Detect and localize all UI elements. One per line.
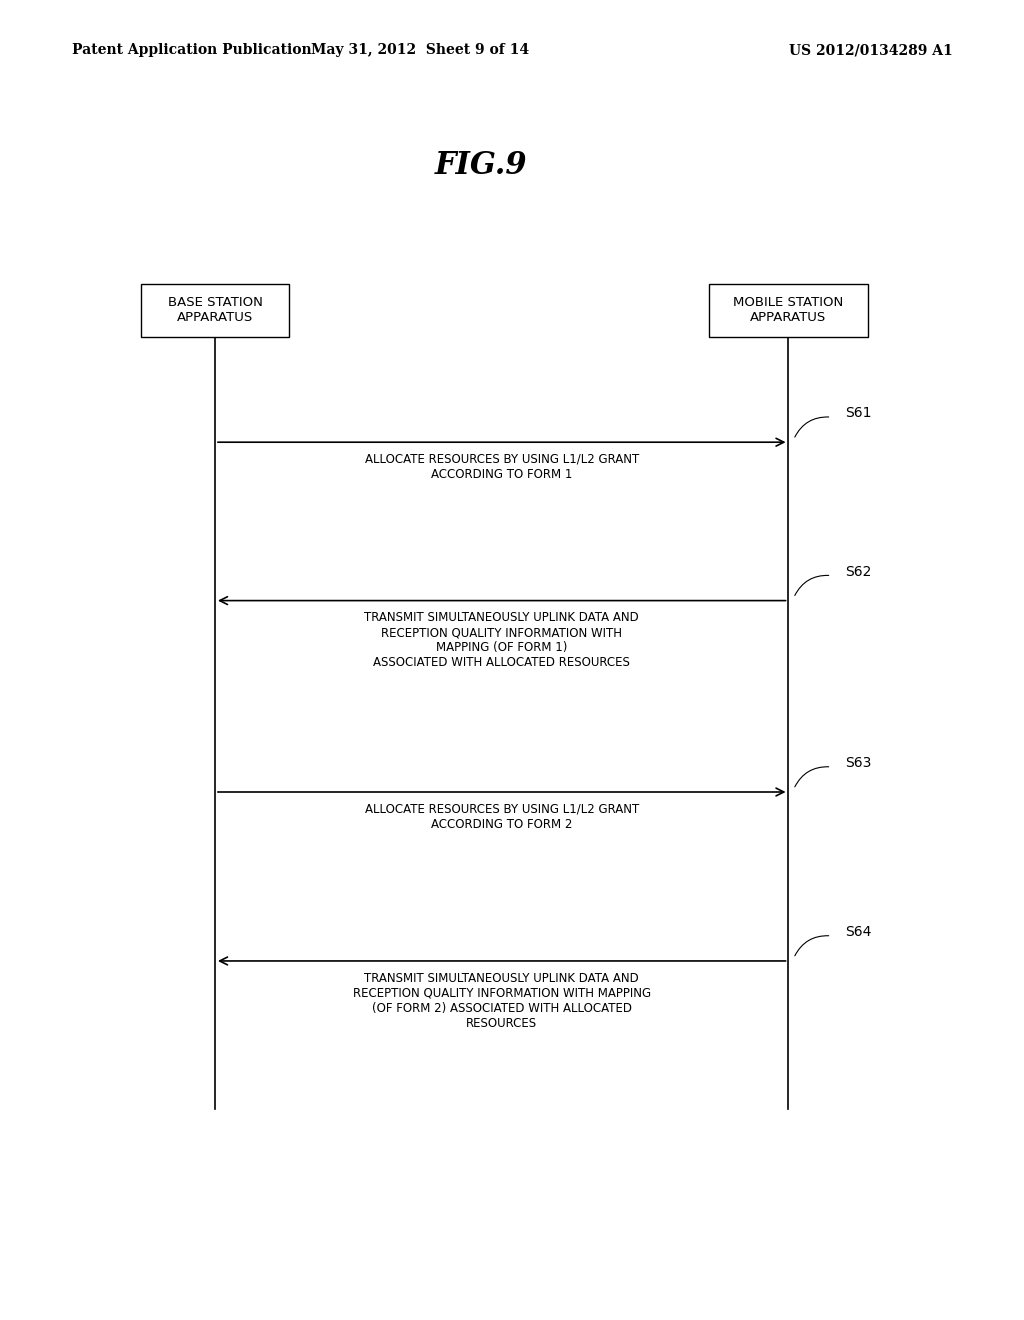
Text: S61: S61	[845, 407, 871, 420]
Bar	[709, 284, 868, 337]
Text: US 2012/0134289 A1: US 2012/0134289 A1	[788, 44, 952, 57]
Text: ALLOCATE RESOURCES BY USING L1/L2 GRANT
ACCORDING TO FORM 2: ALLOCATE RESOURCES BY USING L1/L2 GRANT …	[365, 803, 639, 830]
Text: FIG.9: FIG.9	[435, 149, 527, 181]
Text: S64: S64	[845, 925, 871, 939]
Text: TRANSMIT SIMULTANEOUSLY UPLINK DATA AND
RECEPTION QUALITY INFORMATION WITH
MAPPI: TRANSMIT SIMULTANEOUSLY UPLINK DATA AND …	[365, 611, 639, 669]
Text: Patent Application Publication: Patent Application Publication	[72, 44, 311, 57]
Text: BASE STATION
APPARATUS: BASE STATION APPARATUS	[168, 296, 262, 325]
Text: MOBILE STATION
APPARATUS: MOBILE STATION APPARATUS	[733, 296, 844, 325]
Text: TRANSMIT SIMULTANEOUSLY UPLINK DATA AND
RECEPTION QUALITY INFORMATION WITH MAPPI: TRANSMIT SIMULTANEOUSLY UPLINK DATA AND …	[352, 972, 651, 1030]
Text: ALLOCATE RESOURCES BY USING L1/L2 GRANT
ACCORDING TO FORM 1: ALLOCATE RESOURCES BY USING L1/L2 GRANT …	[365, 453, 639, 480]
Text: S62: S62	[845, 565, 871, 578]
Text: May 31, 2012  Sheet 9 of 14: May 31, 2012 Sheet 9 of 14	[310, 44, 529, 57]
Text: S63: S63	[845, 756, 871, 770]
Bar	[141, 284, 289, 337]
